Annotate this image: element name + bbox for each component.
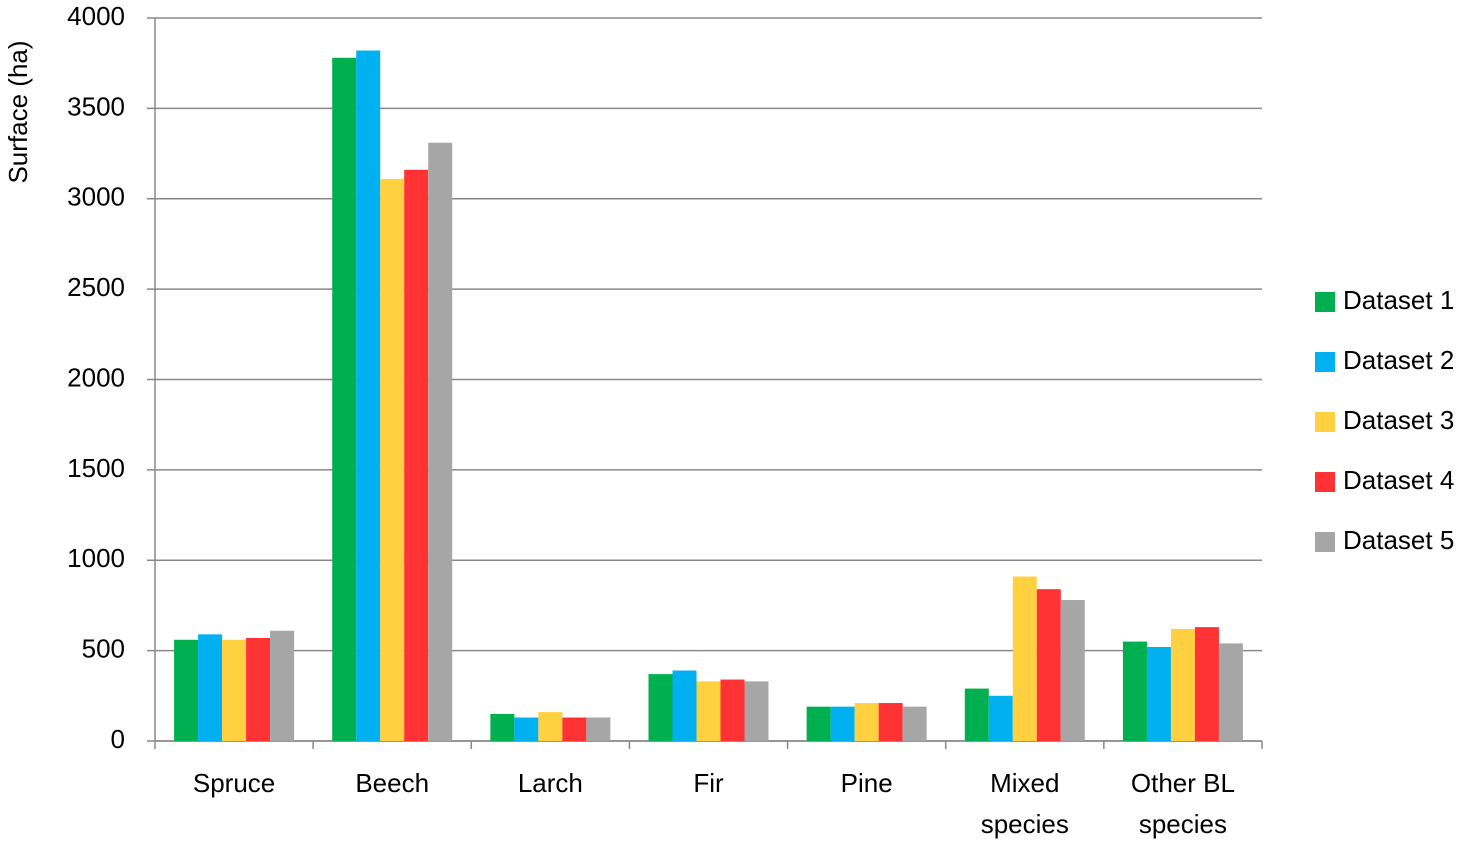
bar bbox=[270, 630, 295, 741]
legend-swatch bbox=[1315, 412, 1335, 432]
x-tick-label: Pine bbox=[840, 768, 893, 798]
bar bbox=[1012, 576, 1037, 741]
bar bbox=[854, 703, 879, 741]
y-tick-label: 2000 bbox=[67, 362, 125, 392]
bar bbox=[902, 706, 927, 741]
bar bbox=[174, 639, 199, 741]
bar bbox=[1194, 627, 1219, 741]
bar bbox=[1122, 641, 1147, 741]
bar bbox=[332, 57, 357, 741]
bar bbox=[222, 639, 247, 741]
bar bbox=[562, 717, 587, 741]
y-tick-label: 2500 bbox=[67, 272, 125, 302]
bar bbox=[1060, 600, 1085, 741]
y-tick-label: 500 bbox=[82, 634, 125, 664]
bar bbox=[586, 717, 611, 741]
legend-label: Dataset 4 bbox=[1343, 465, 1454, 495]
bar bbox=[744, 681, 769, 741]
bar bbox=[404, 169, 429, 741]
y-tick-label: 0 bbox=[111, 724, 125, 754]
legend-swatch bbox=[1315, 472, 1335, 492]
y-tick-label: 1500 bbox=[67, 453, 125, 483]
x-tick-label: Beech bbox=[355, 768, 430, 798]
legend-label: Dataset 5 bbox=[1343, 525, 1454, 555]
y-tick-label: 3500 bbox=[67, 91, 125, 121]
legend-swatch bbox=[1315, 292, 1335, 312]
bar bbox=[720, 679, 745, 741]
bar bbox=[246, 637, 271, 741]
bar bbox=[1170, 628, 1195, 741]
bar bbox=[1218, 643, 1243, 741]
bar bbox=[538, 712, 563, 741]
bar bbox=[380, 178, 405, 741]
x-tick-label: Fir bbox=[693, 768, 724, 798]
bar bbox=[672, 670, 697, 741]
legend-swatch bbox=[1315, 532, 1335, 552]
bar bbox=[648, 674, 673, 741]
bar bbox=[878, 703, 903, 741]
bar bbox=[806, 706, 831, 741]
bar bbox=[198, 634, 223, 741]
legend-label: Dataset 1 bbox=[1343, 285, 1454, 315]
legend-label: Dataset 3 bbox=[1343, 405, 1454, 435]
bar bbox=[428, 142, 453, 741]
y-axis-title: Surface (ha) bbox=[3, 40, 33, 183]
y-tick-label: 1000 bbox=[67, 543, 125, 573]
x-tick-label: Mixed species bbox=[980, 768, 1069, 839]
y-tick-label: 3000 bbox=[67, 182, 125, 212]
bar bbox=[1146, 647, 1171, 741]
bar bbox=[830, 706, 855, 741]
bar bbox=[514, 717, 539, 741]
bar bbox=[490, 713, 515, 741]
x-tick-label: Spruce bbox=[192, 768, 276, 798]
legend-label: Dataset 2 bbox=[1343, 345, 1454, 375]
bar bbox=[356, 50, 381, 742]
bar bbox=[964, 688, 989, 741]
x-tick-label: Other BL species bbox=[1130, 768, 1235, 839]
bar bbox=[1036, 589, 1061, 741]
legend-swatch bbox=[1315, 352, 1335, 372]
y-tick-label: 4000 bbox=[67, 1, 125, 31]
bar bbox=[988, 695, 1013, 741]
bar bbox=[696, 681, 721, 741]
x-tick-label: Larch bbox=[517, 768, 583, 798]
